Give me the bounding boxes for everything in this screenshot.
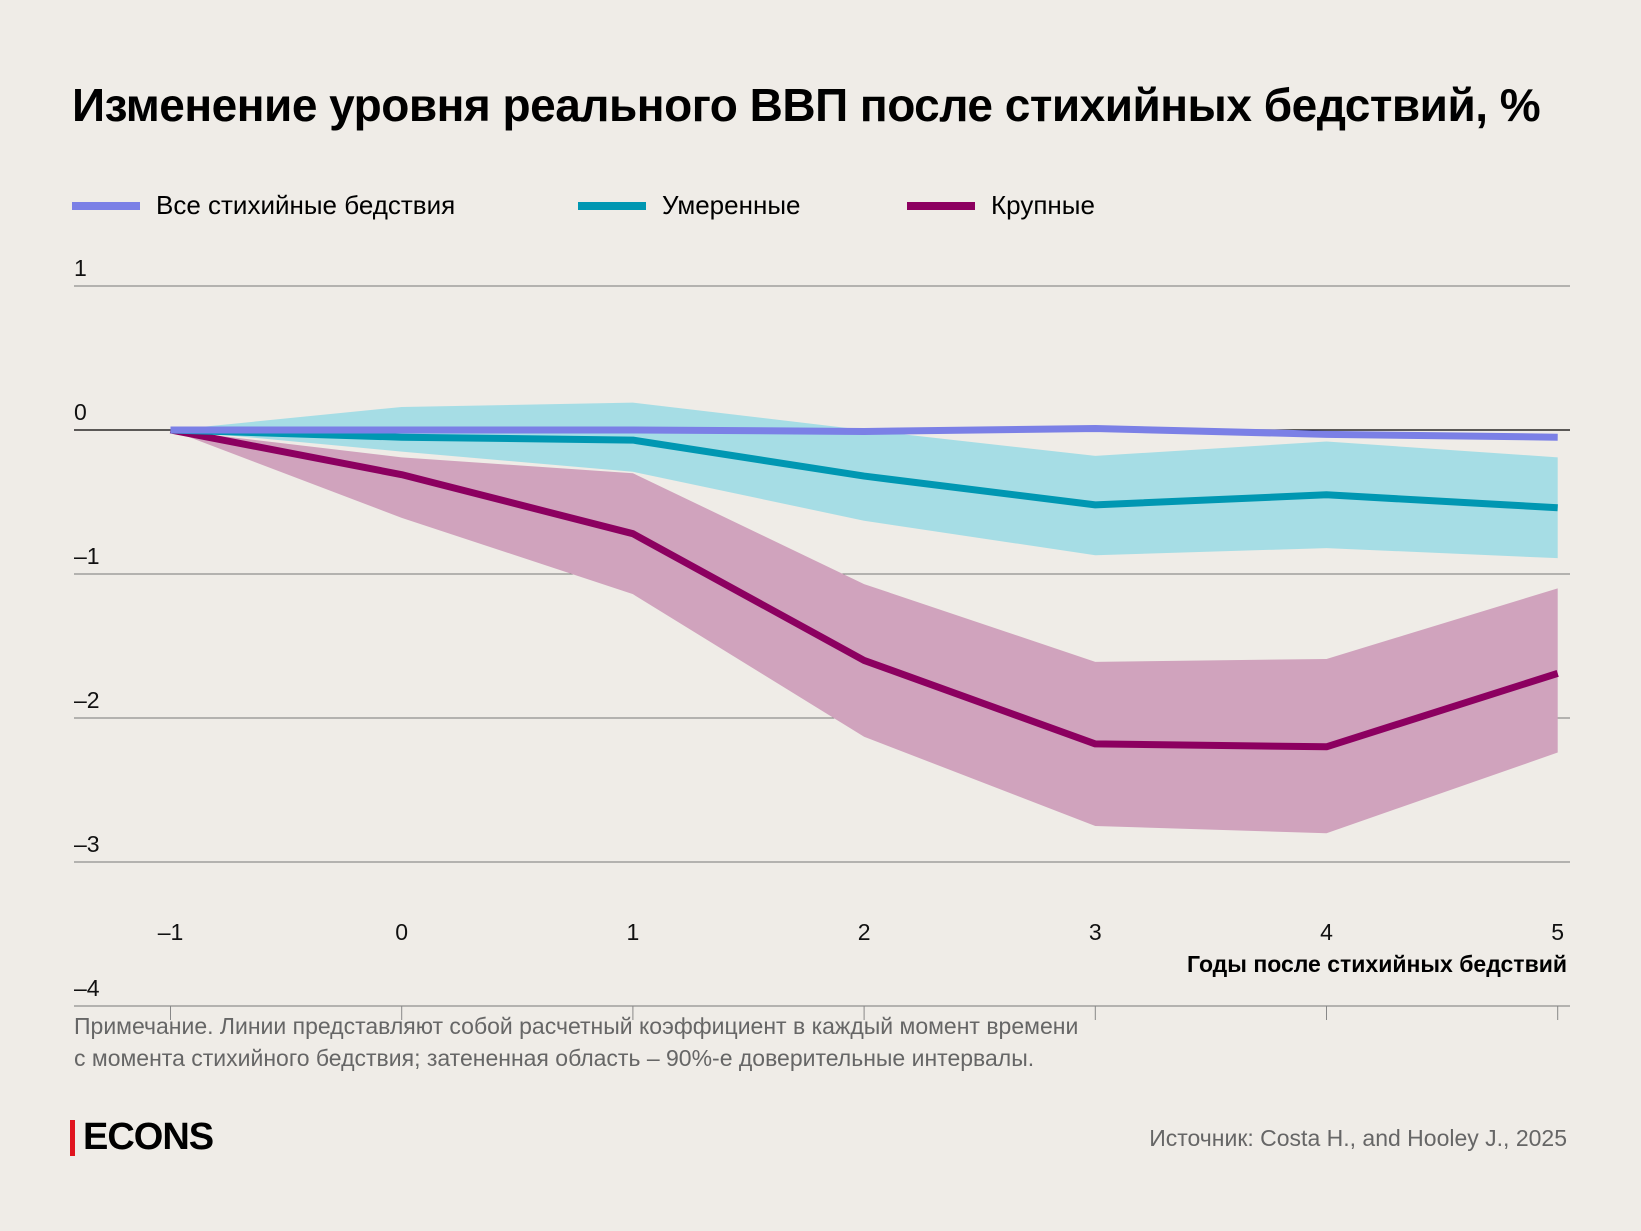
x-tick-label: –1 bbox=[158, 919, 184, 945]
logo-bar bbox=[70, 1119, 75, 1156]
legend-swatch bbox=[72, 201, 140, 210]
legend-item-large: Крупные bbox=[907, 190, 1095, 221]
x-tick-label: 4 bbox=[1320, 919, 1333, 945]
legend-label: Крупные bbox=[991, 190, 1095, 220]
chart-title: Изменение уровня реального ВВП после сти… bbox=[72, 79, 1541, 131]
legend-label: Все стихийные бедствия bbox=[156, 190, 456, 220]
x-tick-label: 0 bbox=[395, 919, 408, 945]
y-tick-label: –1 bbox=[74, 543, 100, 569]
logo-text: ECONS bbox=[83, 1116, 214, 1158]
y-tick-label: –2 bbox=[74, 687, 100, 713]
legend-swatch bbox=[907, 201, 975, 210]
y-tick-label: 1 bbox=[74, 255, 87, 281]
legend-swatch bbox=[578, 201, 646, 210]
x-tick-label: 5 bbox=[1551, 919, 1564, 945]
note-line: с момента стихийного бедствия; затененна… bbox=[74, 1045, 1035, 1071]
chart-note: Примечание. Линии представляют собой рас… bbox=[74, 1010, 1078, 1074]
legend-item-moderate: Умеренные bbox=[578, 190, 800, 221]
x-tick-label: 2 bbox=[858, 919, 871, 945]
confidence-band bbox=[170, 430, 1558, 834]
note-line: Примечание. Линии представляют собой рас… bbox=[74, 1013, 1079, 1039]
x-tick-label: 1 bbox=[627, 919, 640, 945]
legend-label: Умеренные bbox=[662, 190, 801, 220]
source-text: Источник: Costa H., and Hooley J., 2025 bbox=[1149, 1125, 1567, 1151]
y-tick-label: –3 bbox=[74, 831, 100, 857]
x-axis-label: Годы после стихийных бедствий bbox=[1187, 951, 1567, 977]
econs-logo: ECONS bbox=[70, 1116, 214, 1159]
y-tick-label: –4 bbox=[74, 975, 100, 1001]
legend-item-all: Все стихийные бедствия bbox=[72, 190, 455, 221]
x-tick-label: 3 bbox=[1089, 919, 1102, 945]
y-tick-label: 0 bbox=[74, 399, 87, 425]
